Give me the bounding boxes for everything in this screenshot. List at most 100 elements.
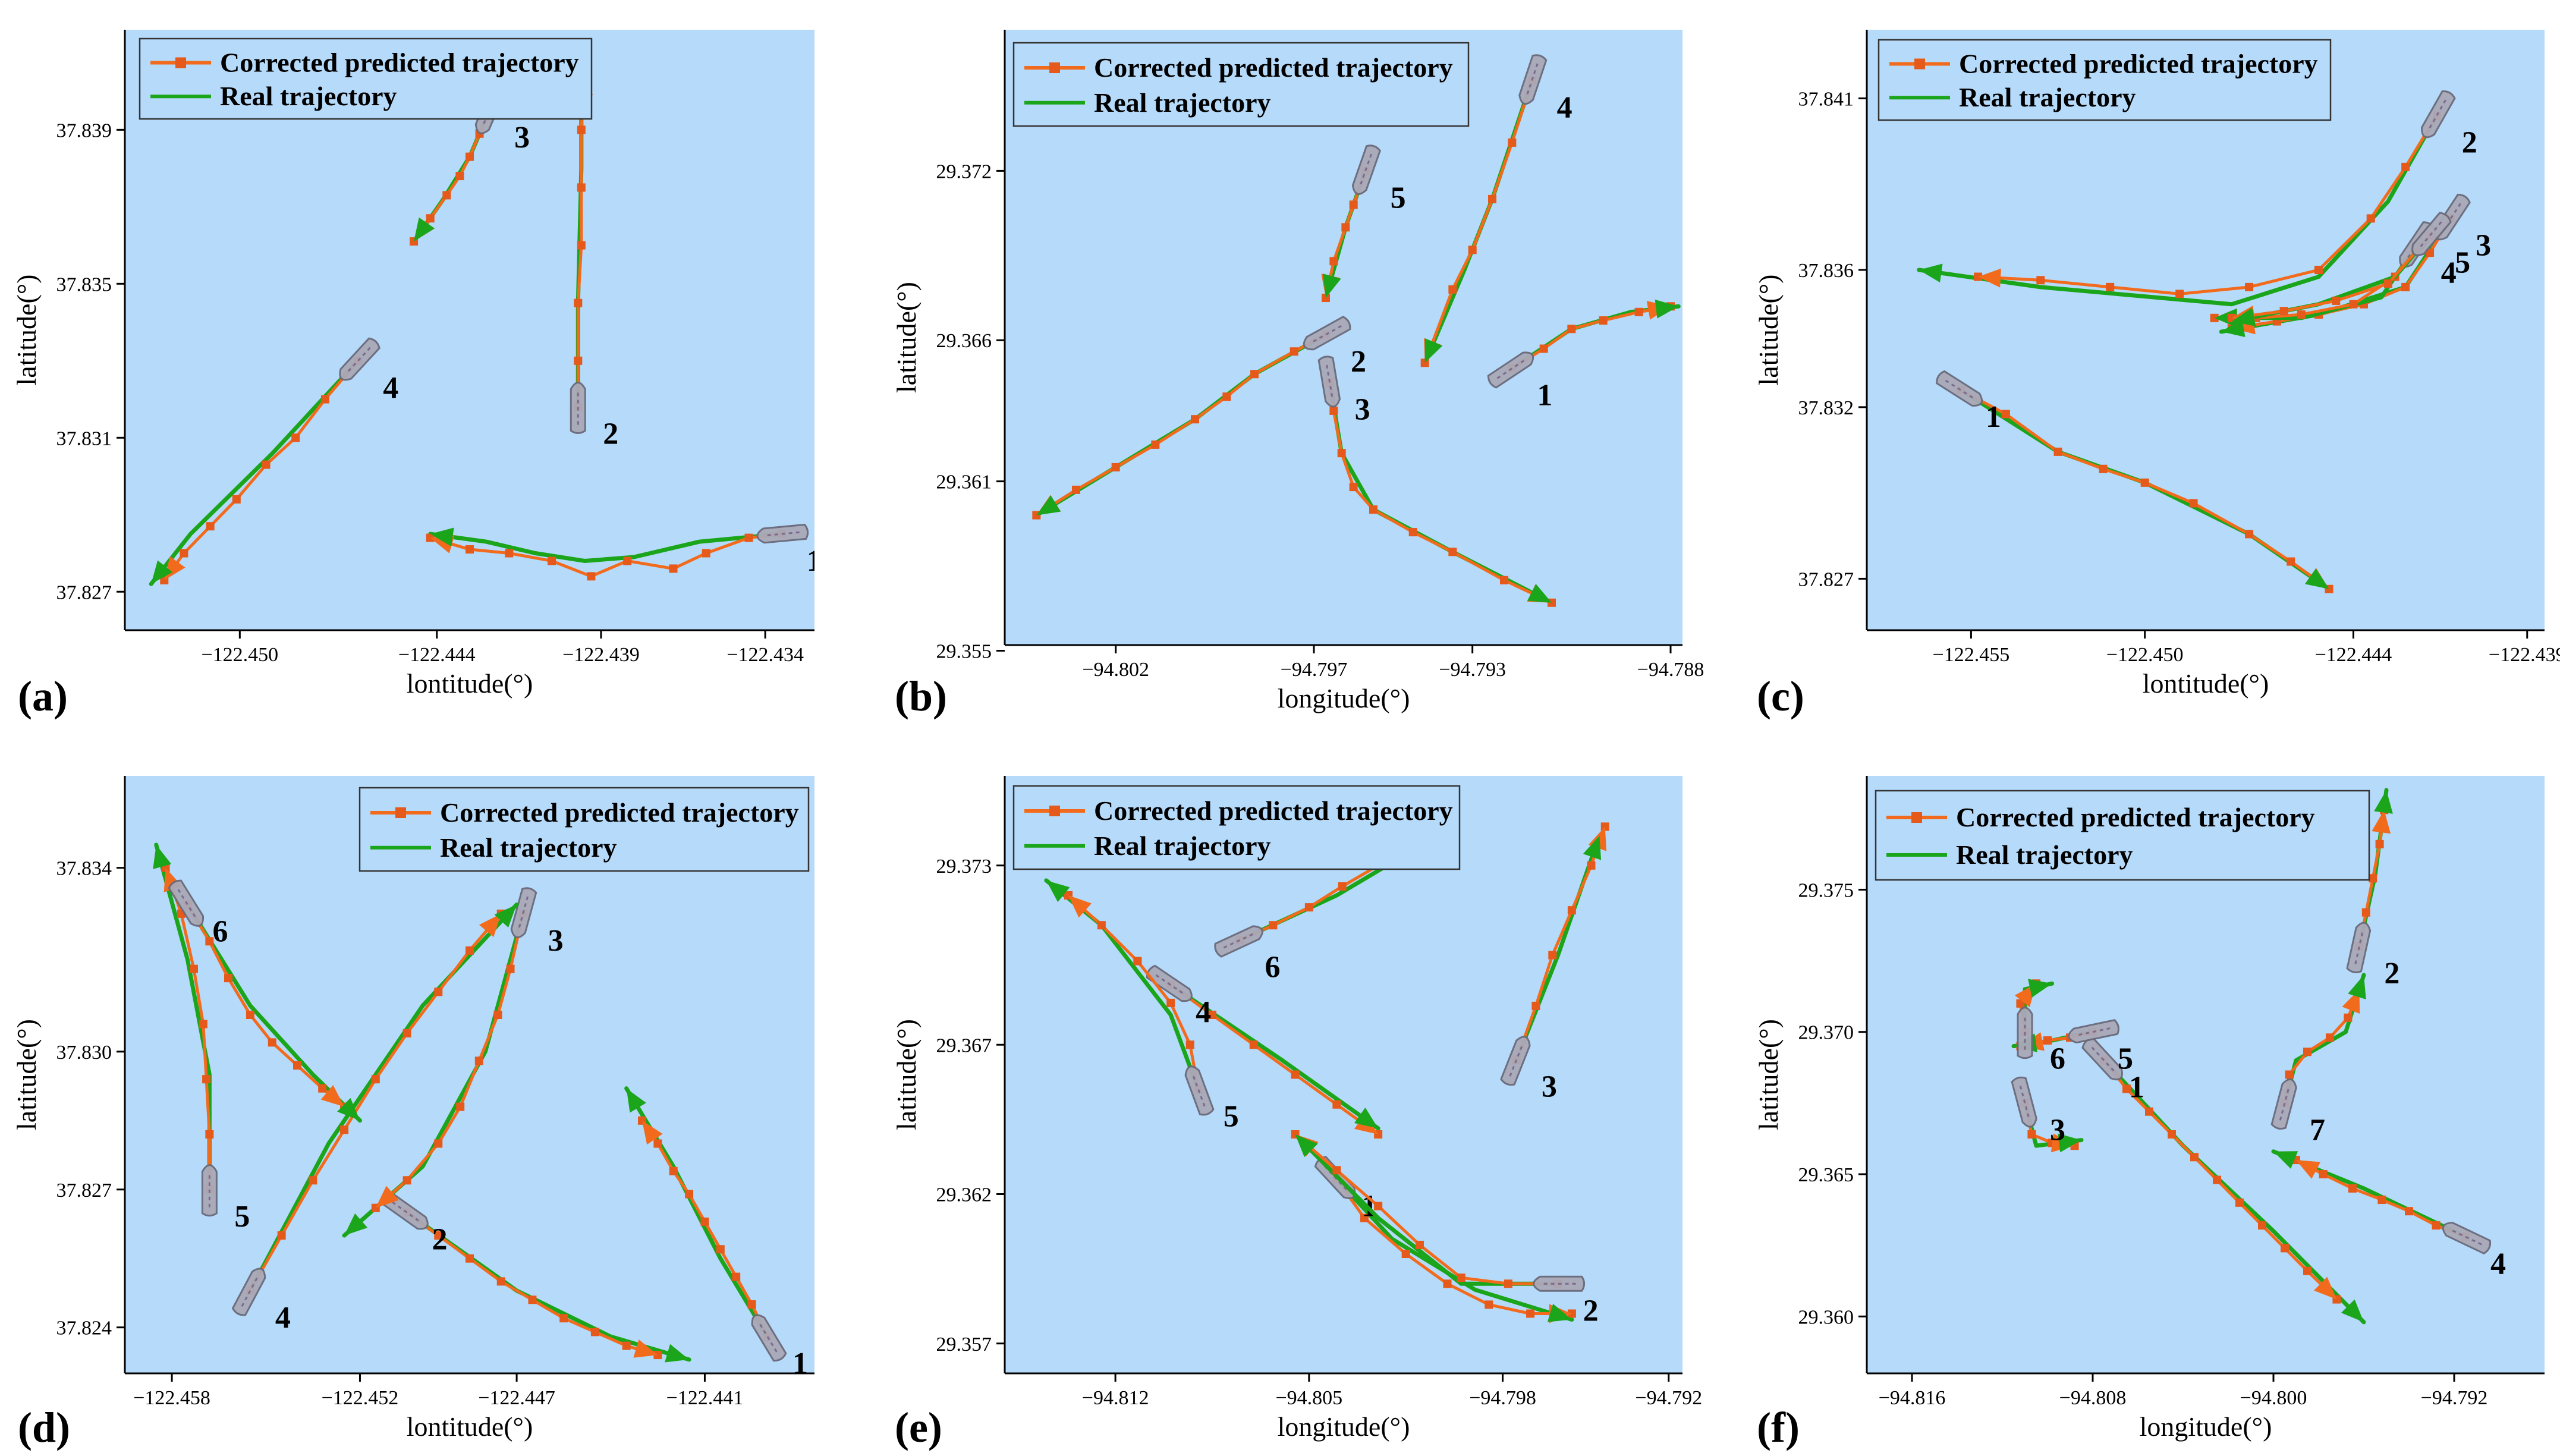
ship-icon-b-2 xyxy=(1303,316,1351,351)
pred-point-c-4-2 xyxy=(2366,214,2375,223)
pred-point-c-3-2 xyxy=(2349,300,2358,309)
y-tick-label-d-1: 37.827 xyxy=(56,1180,112,1202)
y-axis-title-c: latitude(°) xyxy=(1753,275,1784,386)
panel-f-data: 1 2 3 4 5 6 7 xyxy=(2011,788,2506,1325)
real-trajectory-c-4 xyxy=(1917,113,2439,307)
ship-icon-e-5-deck xyxy=(1223,932,1256,949)
ship-icon-f-2-deck xyxy=(2354,930,2364,964)
pred-point-f-2-3 xyxy=(2375,839,2384,848)
ship-label-c-5: 5 xyxy=(2455,246,2470,279)
pred-point-c-1-5 xyxy=(2189,499,2198,508)
pred-arrow-f-2 xyxy=(2372,810,2391,834)
pred-point-e-1-1 xyxy=(1360,1213,1369,1222)
panel-b: 1 2 3 4 5 −94.802 −94.797 −94.793 −94.788 29.355 2… xyxy=(891,30,1704,720)
real-arrow-c-2 xyxy=(2221,318,2245,338)
real-arrow-b-2 xyxy=(1036,495,1061,515)
ship-icon-c-5 xyxy=(2411,212,2452,256)
pred-point-b-3-6 xyxy=(1448,548,1457,556)
pred-point-f-4-3 xyxy=(2377,1196,2386,1205)
panel-label-e: (e) xyxy=(895,1404,942,1451)
y-tick-label-b-2: 29.366 xyxy=(936,330,992,352)
panel-label-c: (c) xyxy=(1757,672,1804,720)
panel-label-a: (a) xyxy=(18,672,68,720)
pred-point-e-6-1 xyxy=(1504,1279,1512,1288)
pred-point-e-5-2 xyxy=(1304,903,1313,912)
ship-icon-b-3 xyxy=(1317,356,1341,408)
ship-icon-e-5 xyxy=(1214,925,1263,958)
predicted-trajectory-e-4 xyxy=(1067,894,1200,1090)
ship-icon-b-4 xyxy=(1518,54,1548,105)
predicted-trajectory-e-3 xyxy=(1169,983,1379,1136)
y-tick-label-c-2: 37.836 xyxy=(1798,260,1854,282)
real-arrow-f-3 xyxy=(2058,1133,2081,1153)
pred-point-e-2-1 xyxy=(1531,1001,1540,1010)
predicted-trajectory-d-3 xyxy=(375,913,525,1209)
pred-point-c-4-3 xyxy=(2314,266,2323,274)
ship-icon-c-1-deck xyxy=(1945,379,1976,400)
real-arrow-b-3 xyxy=(1527,584,1552,603)
ship-icon-a-2 xyxy=(570,382,586,434)
vessel-f-3: 3 xyxy=(2011,1076,2084,1153)
pred-point-c-2-1 xyxy=(2426,249,2435,257)
vessel-a-1: 1 xyxy=(426,523,814,581)
panel-a-data: 1 2 3 4 xyxy=(149,51,814,586)
x-tick-label-a-0: −122.450 xyxy=(201,644,278,666)
x-axis-title-c: lontitude(°) xyxy=(2143,668,2269,699)
real-trajectory-a-1 xyxy=(428,532,784,563)
vessel-f-2: 2 xyxy=(2346,788,2399,990)
pred-point-a-2-1 xyxy=(574,356,583,365)
pred-point-d-3-3 xyxy=(474,1056,483,1065)
pred-point-a-2-3 xyxy=(577,241,586,250)
pred-point-e-5-1 xyxy=(1269,921,1278,930)
pred-point-f-2-2 xyxy=(2369,874,2377,883)
pred-point-d-6-1 xyxy=(205,937,214,946)
ship-label-f-6: 6 xyxy=(2050,1042,2065,1076)
real-arrow-e-2 xyxy=(1583,835,1602,860)
pred-point-e-3-4 xyxy=(1332,1100,1341,1109)
ship-label-e-4: 5 xyxy=(1224,1100,1239,1134)
ship-icon-e-4-deck xyxy=(1191,1073,1206,1107)
ship-icon-d-3 xyxy=(510,887,537,939)
pred-point-f-4-5 xyxy=(2319,1170,2328,1178)
vessel-d-3: 3 xyxy=(342,887,564,1238)
ship-icon-d-5 xyxy=(201,1164,218,1217)
ship-icon-d-6-deck xyxy=(177,889,197,920)
predicted-trajectory-a-4 xyxy=(163,360,360,581)
ship-label-d-5: 5 xyxy=(234,1200,250,1234)
real-arrow-d-1 xyxy=(626,1088,646,1113)
pred-point-d-2-4 xyxy=(528,1295,537,1304)
legend-pred-marker-c xyxy=(1914,58,1925,70)
legend-d: Corrected predicted trajectory Real traje… xyxy=(358,787,810,872)
ship-icon-f-4 xyxy=(2442,1222,2492,1255)
pred-arrow-d-3 xyxy=(375,1185,399,1208)
vessel-f-1: 1 xyxy=(2081,1037,2366,1325)
pred-point-c-1-2 xyxy=(2053,447,2062,456)
pred-point-f-1-8 xyxy=(2281,1244,2289,1253)
pred-point-e-6-4 xyxy=(1374,1202,1383,1210)
real-arrow-f-4 xyxy=(2273,1151,2298,1169)
pred-point-f-7-2 xyxy=(2303,1048,2311,1056)
pred-point-d-1-4 xyxy=(700,1217,709,1226)
pred-point-b-5-1 xyxy=(1349,200,1358,209)
pred-point-e-2-3 xyxy=(1567,906,1576,915)
real-arrow-c-5 xyxy=(2231,307,2256,326)
panel-label-b: (b) xyxy=(895,672,947,720)
pred-point-d-6-2 xyxy=(224,974,232,983)
pred-point-c-4-4 xyxy=(2245,282,2254,291)
ship-label-f-7: 7 xyxy=(2310,1113,2325,1147)
legend-real-label-f: Real trajectory xyxy=(1956,839,2133,870)
pred-point-a-4-2 xyxy=(291,433,300,442)
panel-b-data: 1 2 3 4 5 xyxy=(1032,54,1681,607)
legend-pred-marker-f xyxy=(1911,812,1922,823)
y-tick-label-b-3: 29.372 xyxy=(936,161,992,183)
x-tick-label-c-3: −122.439 xyxy=(2489,644,2560,666)
pred-point-f-7-1 xyxy=(2285,1070,2294,1079)
ship-icon-d-2-deck xyxy=(392,1201,422,1223)
pred-arrow-d-2 xyxy=(633,1339,658,1358)
panel-a-background xyxy=(125,30,814,630)
panel-d-data: 1 2 3 4 5 6 xyxy=(153,842,808,1373)
real-arrow-b-4 xyxy=(1424,338,1443,363)
ship-icon-c-4 xyxy=(2421,90,2456,139)
ship-label-f-4: 4 xyxy=(2490,1247,2506,1281)
pred-point-b-2-7 xyxy=(1072,485,1080,494)
